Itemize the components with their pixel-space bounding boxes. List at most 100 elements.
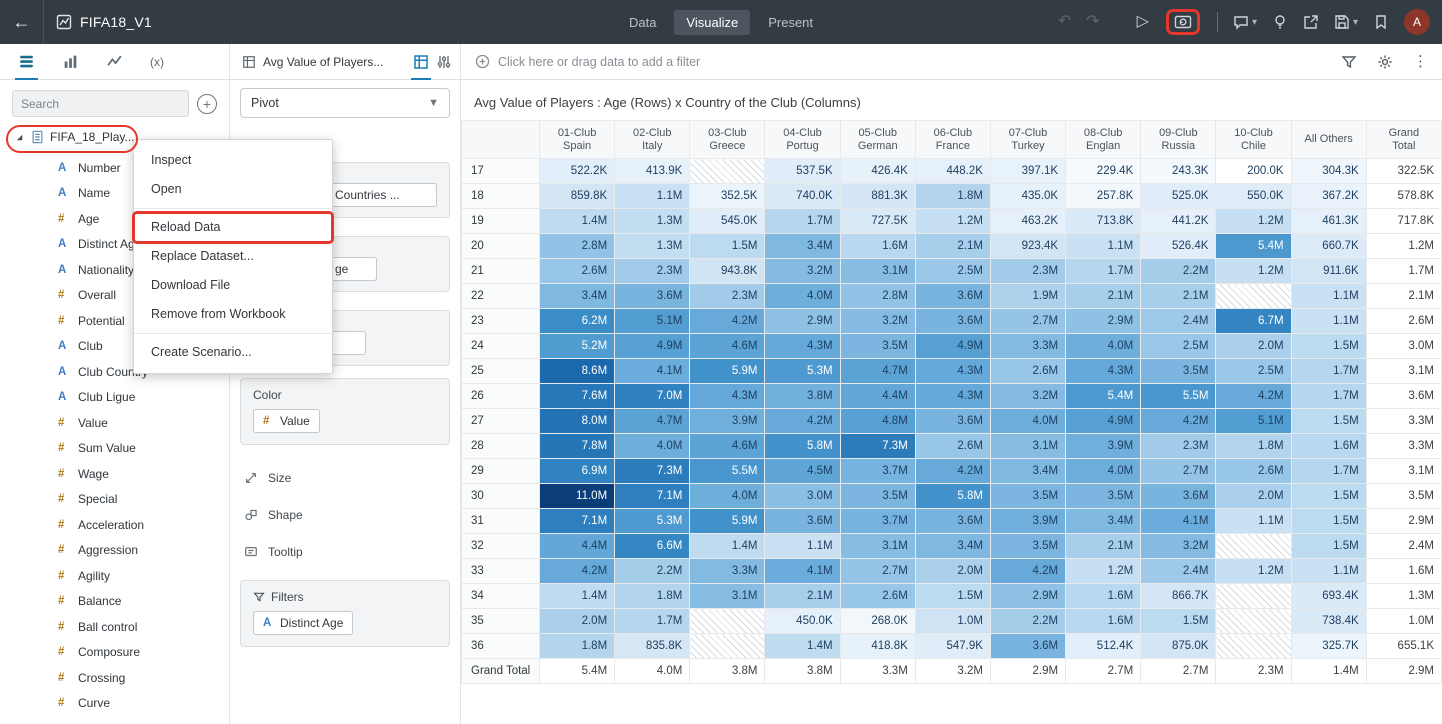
pivot-cell[interactable]: 6.7M xyxy=(1215,308,1292,334)
pivot-cell[interactable] xyxy=(689,158,766,184)
pivot-cell[interactable]: 367.2K xyxy=(1290,183,1367,209)
pivot-row-header[interactable]: 17 xyxy=(461,158,540,184)
pivot-cell[interactable]: 2.1M xyxy=(1065,283,1142,309)
pivot-cell[interactable]: 3.5M xyxy=(989,533,1067,559)
pivot-cell[interactable]: 4.0M xyxy=(764,283,841,309)
pivot-cell[interactable]: 1.5M xyxy=(914,583,991,609)
pivot-cell[interactable]: 3.0M xyxy=(764,483,841,509)
pivot-cell[interactable]: 3.5M xyxy=(839,483,916,509)
pivot-cell[interactable]: 3.9M xyxy=(689,408,766,434)
menu-item-download-file[interactable]: Download File xyxy=(151,278,231,292)
field-item-curve[interactable]: # Curve xyxy=(0,691,229,717)
pivot-cell[interactable]: 5.5M xyxy=(1140,383,1217,409)
pivot-cell[interactable]: 911.6K xyxy=(1290,258,1367,284)
pivot-row-header[interactable]: 21 xyxy=(461,258,540,284)
export-button[interactable] xyxy=(1303,14,1319,30)
pivot-cell[interactable]: 5.4M xyxy=(538,658,616,684)
pivot-cell[interactable]: 1.0M xyxy=(914,608,991,634)
pivot-cell[interactable]: 1.2M xyxy=(914,208,991,234)
field-item-aggression[interactable]: # Aggression xyxy=(0,538,229,564)
back-button[interactable]: ← xyxy=(0,0,44,44)
insights-button[interactable] xyxy=(1272,14,1288,30)
pivot-cell[interactable]: 2.6M xyxy=(839,583,916,609)
pivot-cell[interactable]: 537.5K xyxy=(764,158,841,184)
pivot-cell[interactable]: 6.6M xyxy=(614,533,691,559)
pivot-cell[interactable]: 1.7M xyxy=(614,608,691,634)
pivot-cell[interactable]: 2.7M xyxy=(989,308,1067,334)
pivot-cell[interactable]: 1.5M xyxy=(689,233,766,259)
field-item-club-country[interactable]: A Club Country xyxy=(0,359,229,385)
pivot-cell[interactable]: 3.1M xyxy=(989,433,1067,459)
refresh-data-button[interactable] xyxy=(1174,14,1192,30)
pivot-cell[interactable]: 3.6M xyxy=(764,508,841,534)
pivot-row-header[interactable]: 29 xyxy=(461,458,540,484)
pivot-cell[interactable]: 2.8M xyxy=(839,283,916,309)
pivot-cell[interactable]: 5.3M xyxy=(614,508,691,534)
pivot-row-header[interactable]: 31 xyxy=(461,508,540,534)
pivot-row-header[interactable]: 18 xyxy=(461,183,540,209)
pivot-column-header[interactable]: 02-Club Italy xyxy=(614,120,691,159)
pivot-column-header[interactable]: All Others xyxy=(1290,120,1367,159)
pivot-cell[interactable]: 2.9M xyxy=(1365,658,1442,684)
pivot-cell[interactable]: 1.8M xyxy=(614,583,691,609)
field-item-agility[interactable]: # Agility xyxy=(0,563,229,589)
field-item-name[interactable]: A Name xyxy=(0,181,229,207)
pivot-cell[interactable]: 4.9M xyxy=(614,333,691,359)
pivot-cell[interactable]: 1.8M xyxy=(914,183,991,209)
pivot-cell[interactable]: 3.1M xyxy=(689,583,766,609)
field-item-sum-value[interactable]: # Sum Value xyxy=(0,436,229,462)
pivot-cell[interactable]: 3.8M xyxy=(764,658,841,684)
pivot-column-header[interactable]: 10-Club Chile xyxy=(1215,120,1292,159)
menu-item-replace-dataset[interactable]: Replace Dataset... xyxy=(151,249,254,263)
pivot-cell[interactable]: 522.2K xyxy=(538,158,616,184)
dataset-item[interactable]: FIFA_18_Play... xyxy=(0,121,229,152)
viz-type-select[interactable]: Pivot ▼ xyxy=(240,88,450,118)
pivot-cell[interactable]: 7.3M xyxy=(839,433,916,459)
pivot-cell[interactable]: 1.3M xyxy=(1365,583,1442,609)
pivot-cell[interactable]: 4.9M xyxy=(914,333,991,359)
pivot-cell[interactable]: 2.3M xyxy=(614,258,691,284)
filter-icon[interactable] xyxy=(1341,54,1357,70)
pivot-column-header[interactable]: 01-Club Spain xyxy=(538,120,616,159)
pivot-cell[interactable]: 5.5M xyxy=(689,458,766,484)
viz-type-toggle-icon[interactable] xyxy=(411,44,431,80)
nav-present[interactable]: Present xyxy=(768,14,814,30)
pivot-cell[interactable]: 655.1K xyxy=(1365,633,1442,659)
pivot-cell[interactable]: 1.4M xyxy=(1290,658,1367,684)
pivot-row-header[interactable]: 33 xyxy=(461,558,540,584)
pivot-cell[interactable]: 5.2M xyxy=(538,333,616,359)
pivot-cell[interactable] xyxy=(1215,633,1292,659)
pivot-cell[interactable]: 2.7M xyxy=(839,558,916,584)
field-item-ball-control[interactable]: # Ball control xyxy=(0,614,229,640)
pivot-row-header[interactable]: 28 xyxy=(461,433,540,459)
pivot-cell[interactable]: 835.8K xyxy=(614,633,691,659)
pivot-row-header[interactable]: 30 xyxy=(461,483,540,509)
drop-target-tooltip[interactable]: Tooltip xyxy=(240,533,450,570)
pivot-cell[interactable]: 4.2M xyxy=(538,558,616,584)
pivot-cell[interactable]: 512.4K xyxy=(1065,633,1142,659)
pivot-cell[interactable]: 5.4M xyxy=(1065,383,1142,409)
tab-visualizations-panel[interactable] xyxy=(62,44,79,80)
pivot-cell[interactable]: 1.6M xyxy=(1290,433,1367,459)
pivot-cell[interactable]: 525.0K xyxy=(1140,183,1217,209)
menu-kebab-icon[interactable]: ⋮ xyxy=(1413,53,1428,70)
pivot-cell[interactable]: 7.1M xyxy=(614,483,691,509)
field-item-club-ligue[interactable]: A Club Ligue xyxy=(0,385,229,411)
pivot-cell[interactable]: 268.0K xyxy=(839,608,916,634)
nav-visualize[interactable]: Visualize xyxy=(674,9,751,35)
pivot-cell[interactable]: 6.2M xyxy=(538,308,616,334)
pivot-cell[interactable]: 4.3M xyxy=(764,333,841,359)
pivot-cell[interactable]: 1.7M xyxy=(1065,258,1142,284)
canvas-settings-icon[interactable] xyxy=(1377,54,1393,70)
pivot-cell[interactable]: 4.3M xyxy=(914,358,991,384)
pivot-cell[interactable]: 448.2K xyxy=(914,158,991,184)
pivot-cell[interactable]: 11.0M xyxy=(538,483,616,509)
pivot-cell[interactable]: 2.9M xyxy=(1065,308,1142,334)
pivot-cell[interactable]: 2.2M xyxy=(614,558,691,584)
pivot-cell[interactable]: 5.1M xyxy=(1215,408,1292,434)
pivot-cell[interactable]: 4.3M xyxy=(689,383,766,409)
pivot-cell[interactable]: 1.5M xyxy=(1290,508,1367,534)
pivot-cell[interactable]: 1.2M xyxy=(1215,258,1292,284)
menu-item-reload-data[interactable]: Reload Data xyxy=(132,211,334,244)
pivot-cell[interactable]: 3.3M xyxy=(1365,433,1442,459)
